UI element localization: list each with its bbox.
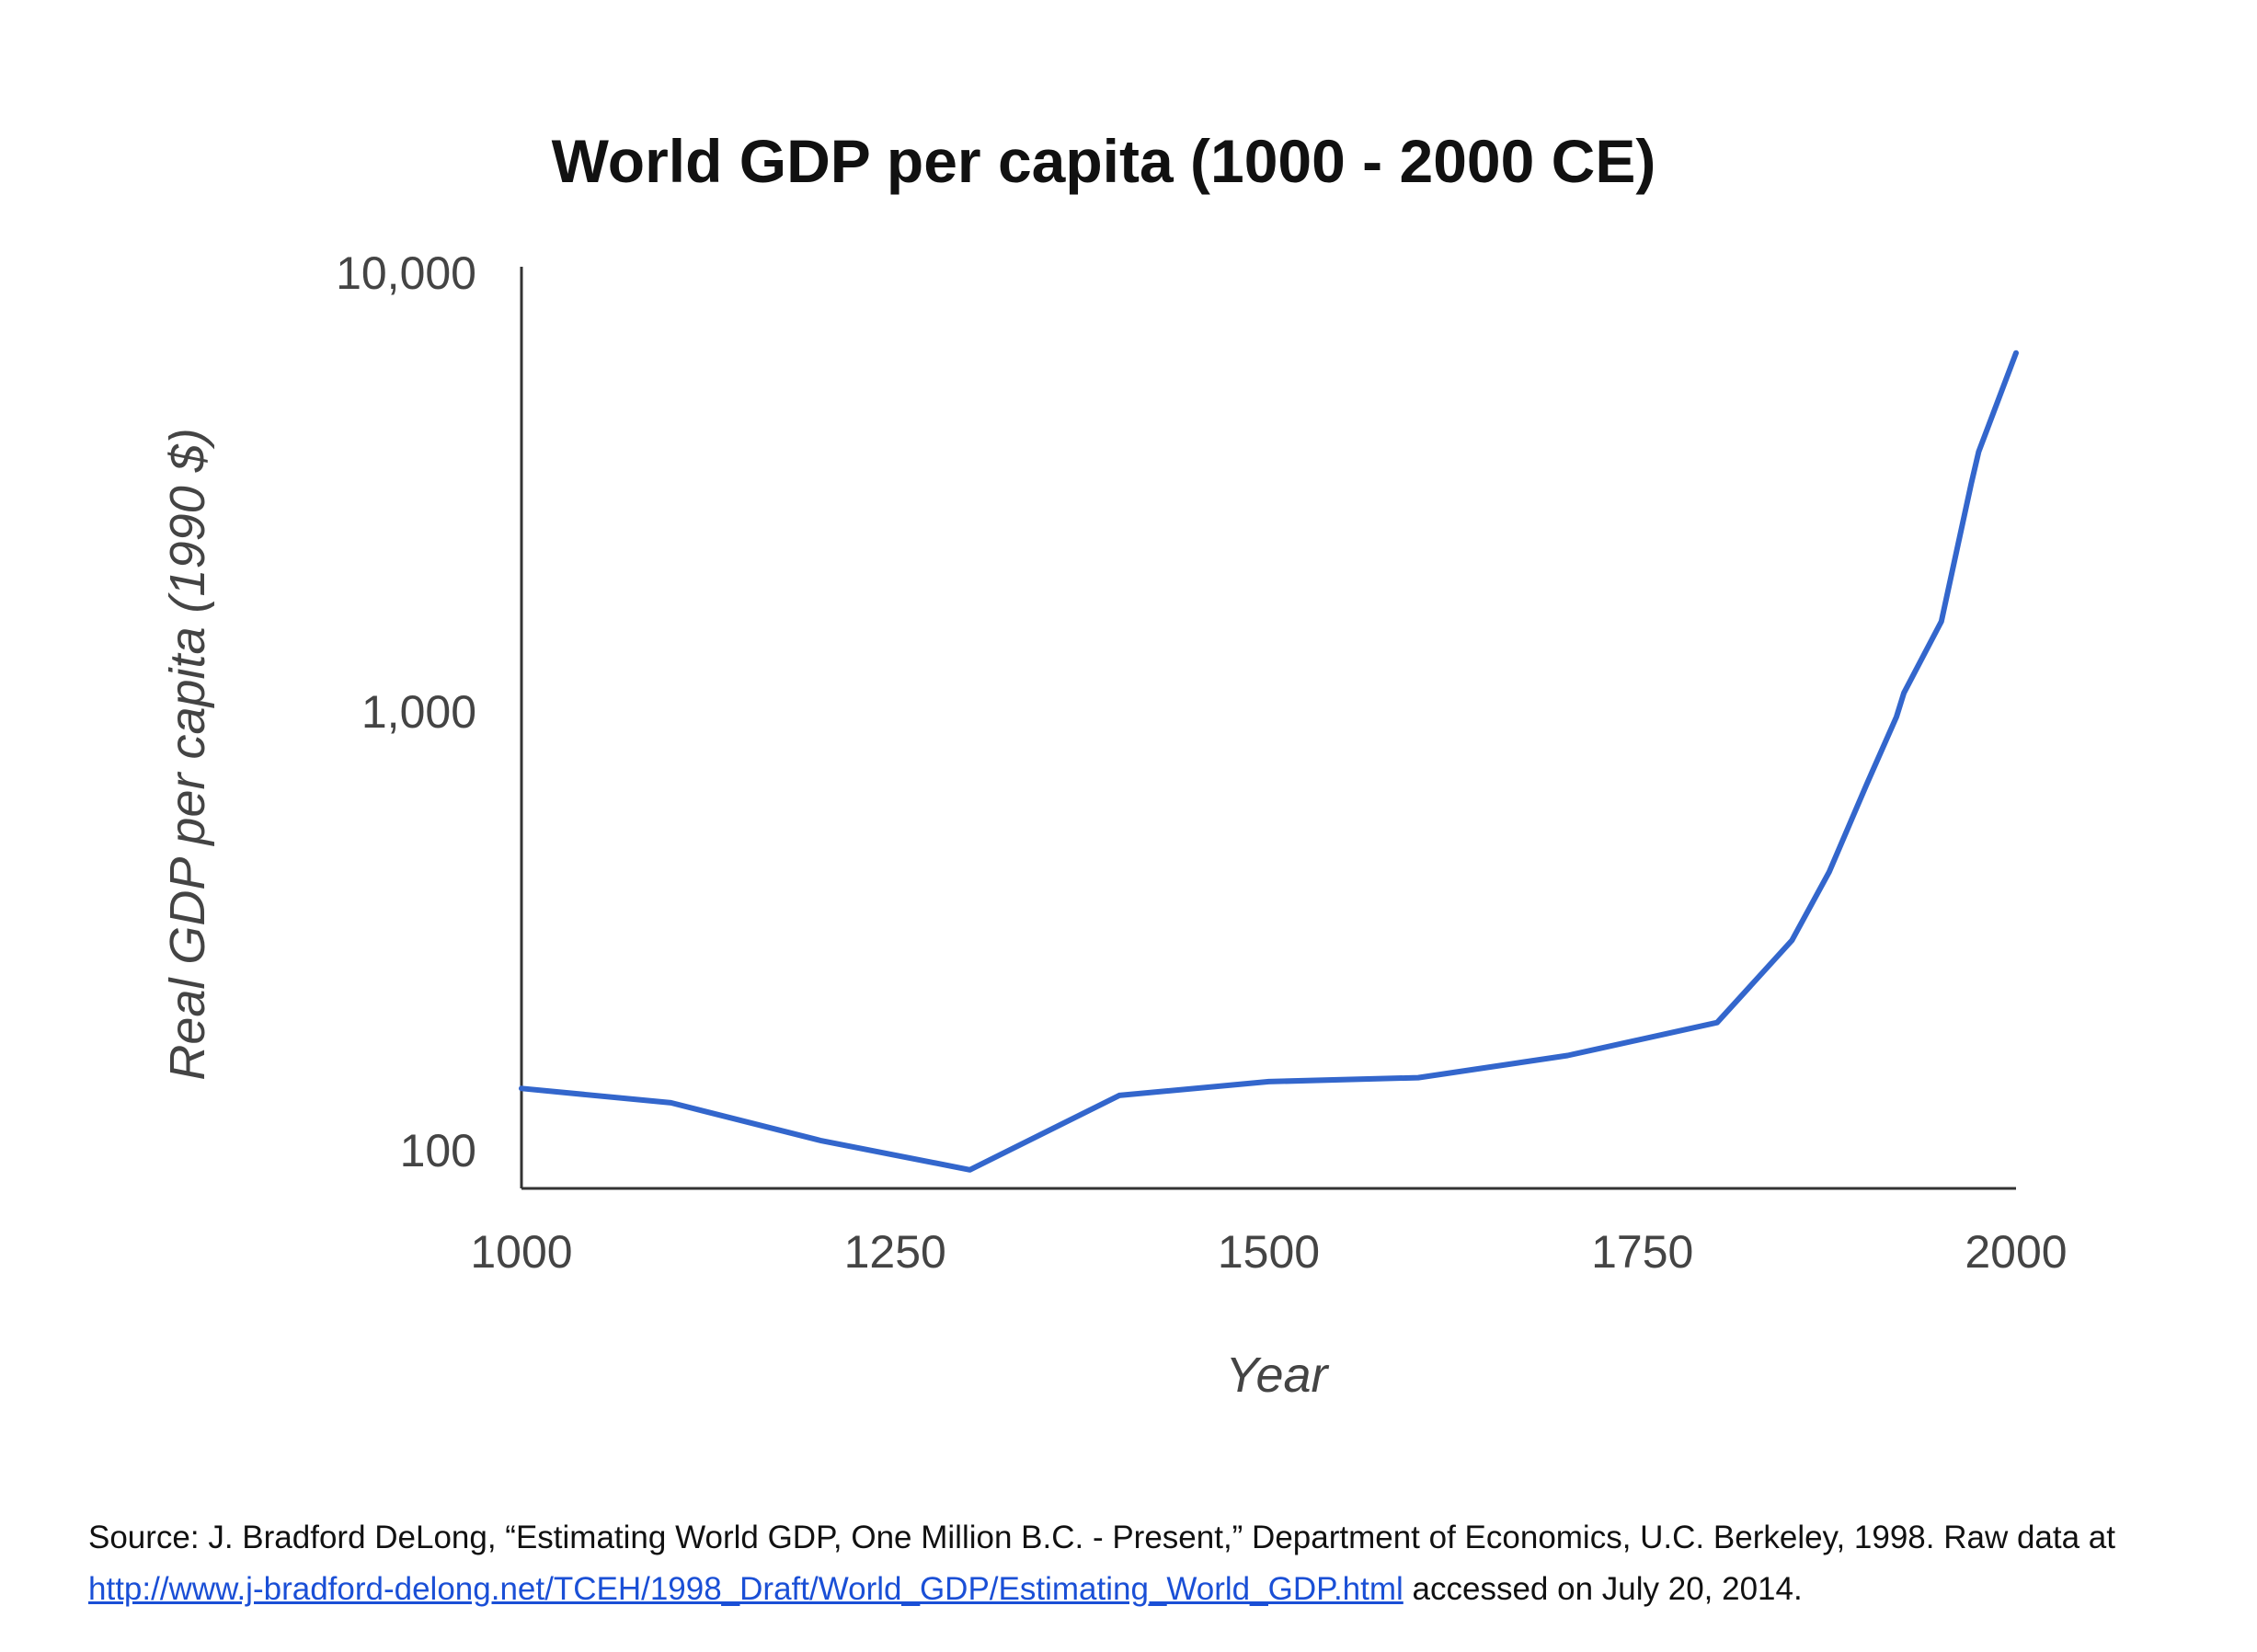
y-tick-label: 100 xyxy=(400,1125,476,1176)
source-citation: Source: J. Bradford DeLong, “Estimating … xyxy=(88,1512,2204,1615)
x-tick-label: 1750 xyxy=(1591,1226,1693,1278)
x-tick-label: 1250 xyxy=(844,1226,946,1278)
series-line xyxy=(519,350,2019,1173)
y-tick-label: 10,000 xyxy=(336,247,476,299)
x-tick-label: 1500 xyxy=(1218,1226,1320,1278)
y-tick-labels: 100 1,000 10,000 xyxy=(336,247,476,1176)
source-accessed-text: accessed on July 20, 2014. xyxy=(1403,1571,1803,1607)
source-link[interactable]: http://www.j-bradford-delong.net/TCEH/19… xyxy=(88,1571,1403,1607)
y-tick-label: 1,000 xyxy=(361,686,476,738)
gdp-line-chart: World GDP per capita (1000 - 2000 CE) 10… xyxy=(160,127,2068,1403)
x-tick-labels: 1000 1250 1500 1750 2000 xyxy=(470,1226,2067,1278)
chart-title: World GDP per capita (1000 - 2000 CE) xyxy=(552,127,1656,195)
x-tick-label: 1000 xyxy=(470,1226,572,1278)
source-text: Source: J. Bradford DeLong, “Estimating … xyxy=(88,1520,2115,1555)
y-axis-label: Real GDP per capita (1990 $) xyxy=(160,428,215,1080)
x-tick-label: 2000 xyxy=(1965,1226,2067,1278)
x-axis-label: Year xyxy=(1225,1348,1329,1403)
